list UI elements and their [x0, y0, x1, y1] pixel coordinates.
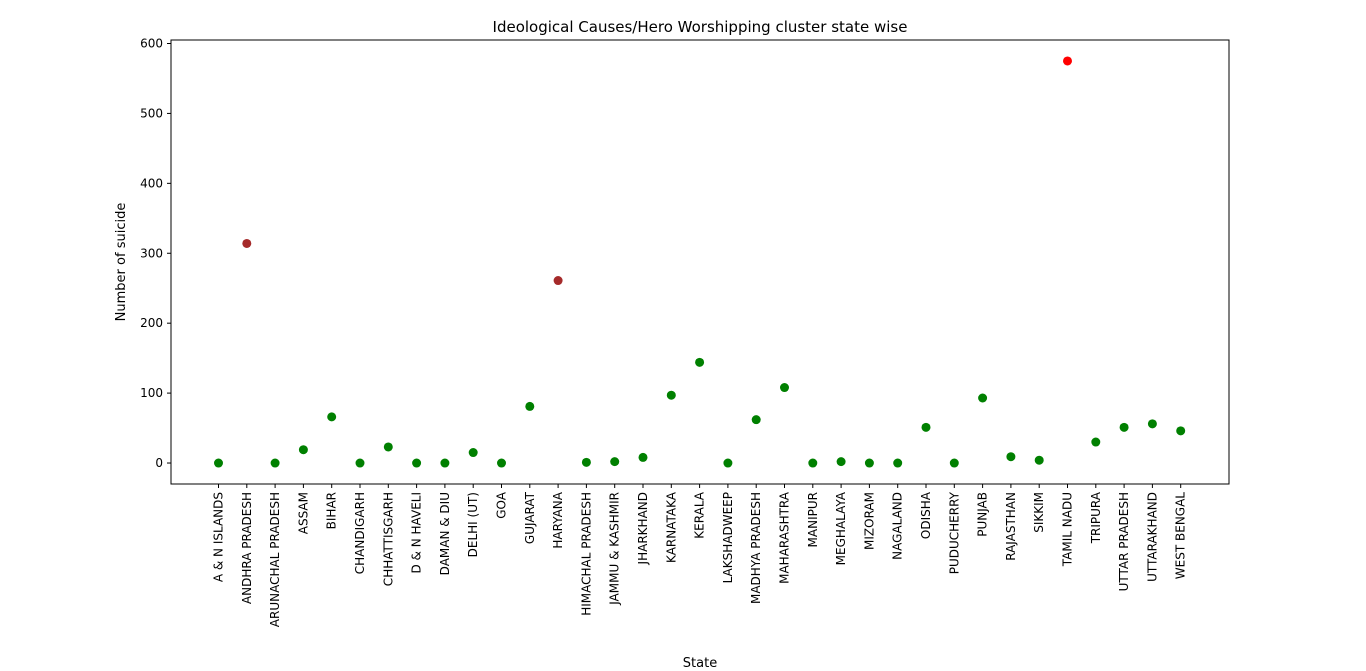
x-tick-label: NAGALAND [891, 492, 905, 560]
data-point [695, 357, 705, 367]
x-tick-label: DAMAN & DIU [438, 492, 452, 575]
data-point [638, 452, 648, 462]
x-tick-label: SIKKIM [1032, 492, 1046, 533]
x-tick-label: GOA [495, 491, 509, 519]
x-tick-label: CHHATTISGARH [381, 492, 395, 586]
x-tick-label: TAMIL NADU [1061, 492, 1075, 567]
data-point [893, 458, 903, 468]
x-tick-label: HIMACHAL PRADESH [579, 492, 593, 616]
x-tick-label: PUDUCHERRY [947, 491, 961, 574]
data-point [1063, 56, 1072, 66]
x-tick-label: HARYANA [551, 491, 565, 548]
data-point [949, 458, 959, 468]
data-point [978, 393, 988, 403]
y-tick-label: 0 [155, 456, 163, 470]
x-tick-label: CHANDIGARH [353, 492, 367, 574]
x-tick-label: UTTAR PRADESH [1117, 492, 1131, 591]
data-point [242, 238, 252, 248]
x-tick-label: WEST BENGAL [1174, 492, 1188, 580]
data-point [751, 415, 761, 425]
y-tick-label: 200 [140, 316, 163, 330]
data-point [723, 458, 733, 468]
data-point [553, 276, 563, 286]
x-tick-label: ASSAM [296, 492, 310, 534]
x-tick-label: ARUNACHAL PRADESH [268, 492, 282, 627]
x-tick-label: MAHARASHTRA [778, 491, 792, 584]
data-point [1119, 422, 1129, 432]
data-point [1147, 419, 1157, 429]
x-tick-label: MADHYA PRADESH [749, 492, 763, 604]
data-point [666, 390, 676, 400]
y-axis: 0 100 200 300 400 500 600 [140, 36, 171, 470]
data-point [270, 458, 280, 468]
data-point [610, 457, 620, 467]
data-point [1006, 452, 1016, 462]
data-point [1176, 426, 1186, 436]
x-tick-label: JHARKHAND [636, 492, 650, 565]
x-tick-label: BIHAR [325, 492, 339, 529]
data-point [412, 458, 422, 468]
x-tick-label: LAKSHADWEEP [721, 492, 735, 583]
x-axis: A & N ISLANDS ANDHRA PRADESH ARUNACHAL PRA… [212, 484, 1188, 627]
data-point [836, 457, 846, 467]
x-tick-label: D & N HAVELI [410, 492, 424, 574]
x-tick-label: MIZORAM [862, 492, 876, 550]
y-tick-label: 500 [140, 106, 163, 120]
data-point [581, 457, 591, 467]
data-point [468, 448, 478, 458]
y-tick-label: 400 [140, 176, 163, 190]
y-axis-label: Number of suicide [114, 203, 129, 322]
x-tick-label: DELHI (UT) [466, 492, 480, 557]
x-tick-label: JAMMU & KASHMIR [608, 492, 622, 606]
x-tick-label: MANIPUR [806, 492, 820, 547]
data-point [808, 458, 818, 468]
data-point [525, 401, 535, 411]
x-tick-label: ODISHA [919, 491, 933, 539]
x-tick-label: A & N ISLANDS [212, 492, 226, 582]
data-point [780, 383, 789, 393]
data-point [327, 412, 337, 422]
data-point [214, 458, 223, 468]
x-tick-label: TRIPURA [1089, 491, 1103, 544]
y-tick-label: 100 [140, 386, 163, 400]
data-point [383, 442, 393, 452]
data-points [214, 56, 1186, 468]
data-point [1034, 455, 1044, 465]
y-tick-label: 300 [140, 246, 163, 260]
data-point [497, 458, 506, 468]
data-point [298, 445, 308, 455]
chart-title: Ideological Causes/Hero Worshipping clus… [493, 18, 908, 36]
data-point [864, 458, 874, 468]
x-tick-label: KERALA [693, 491, 707, 538]
x-tick-label: MEGHALAYA [834, 491, 848, 565]
data-point [355, 458, 365, 468]
x-tick-label: KARNATAKA [664, 491, 678, 563]
x-tick-label: PUNJAB [976, 492, 990, 537]
x-tick-label: ANDHRA PRADESH [240, 492, 254, 604]
x-tick-label: RAJASTHAN [1004, 492, 1018, 561]
x-tick-label: GUJARAT [523, 491, 537, 544]
y-tick-label: 600 [140, 36, 163, 50]
x-axis-label: State [683, 656, 717, 671]
data-point [921, 422, 931, 432]
data-point [1091, 437, 1101, 447]
x-tick-label: UTTARAKHAND [1145, 492, 1159, 582]
data-point [440, 458, 450, 468]
